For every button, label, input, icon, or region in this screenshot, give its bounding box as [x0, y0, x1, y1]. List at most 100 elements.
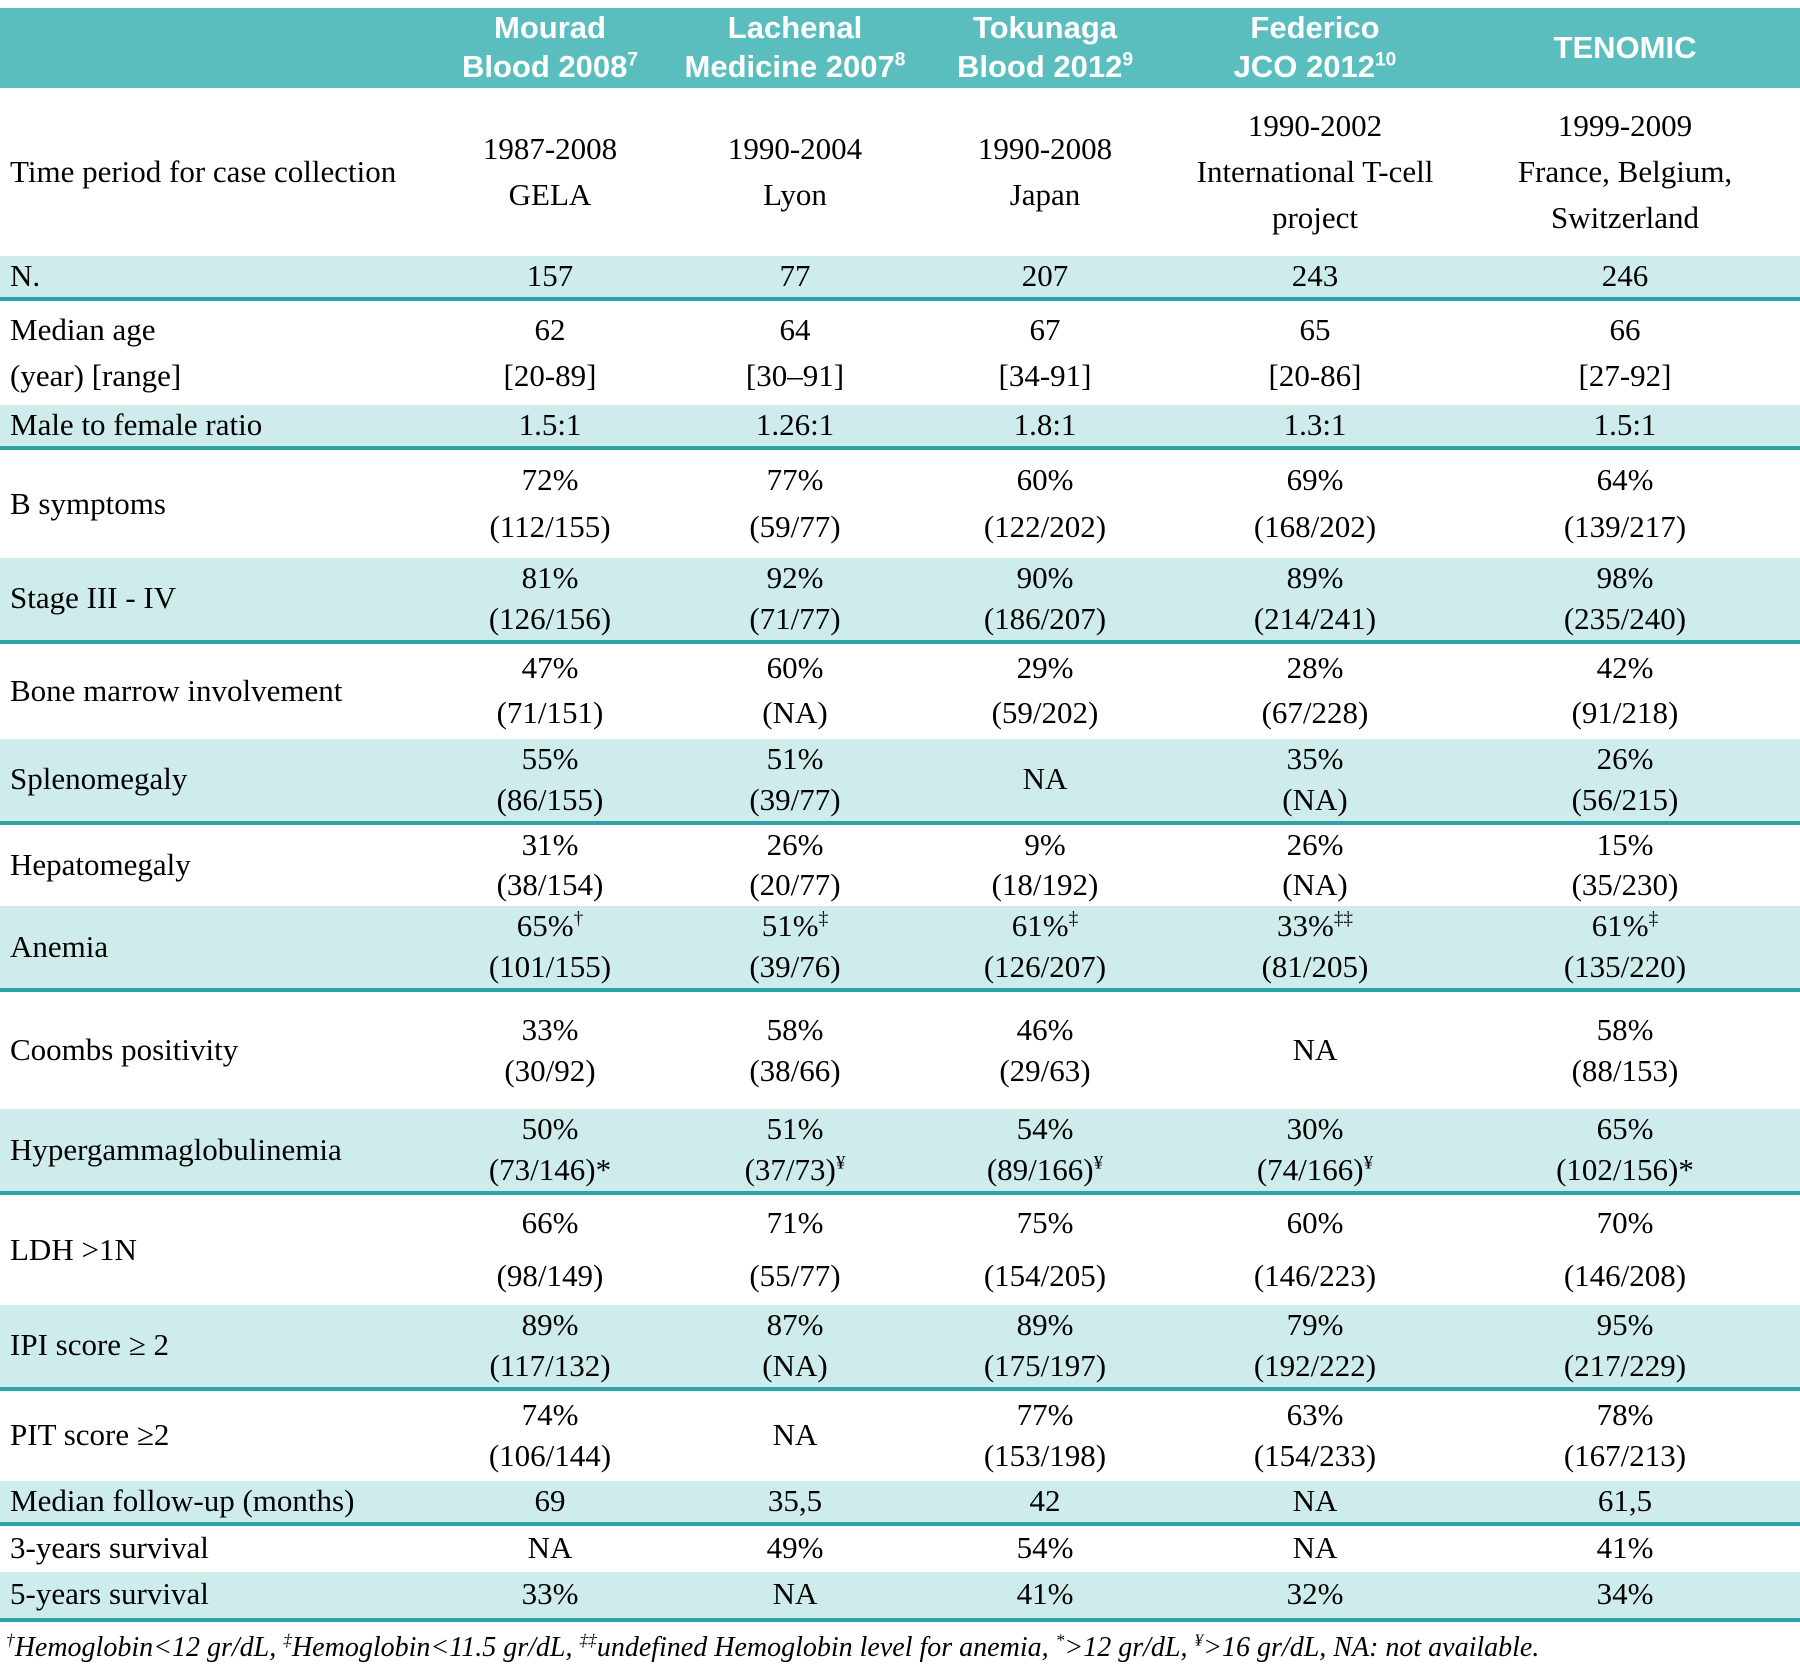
row-hypergamma: Hypergammaglobulinemia 50% (73/146)* 51% (37… — [0, 1109, 1800, 1195]
cell-b-symptoms-mourad: 72% (112/155) — [420, 448, 680, 558]
cell-line: 29% — [1016, 650, 1074, 686]
cell-line: 77 — [779, 258, 811, 294]
cell-hepatomegaly-lachenal: 26% (20/77) — [680, 823, 910, 907]
cell-line: 63% — [1286, 1396, 1344, 1432]
cell-ratio-lachenal: 1.26:1 — [680, 405, 910, 450]
cell-line: 1.3:1 — [1283, 407, 1347, 442]
cell-line: 26% — [1286, 826, 1344, 862]
cell-stage-lachenal: 92% (71/77) — [680, 557, 910, 644]
col-header-federico: Federico JCO 201210 — [1180, 8, 1450, 88]
row-label-line: Hypergammaglobulinemia — [10, 1131, 342, 1167]
footnote-symbol: ‡‡ — [579, 1630, 597, 1650]
cell-line: (167/213) — [1563, 1437, 1687, 1473]
cell-line: (NA) — [762, 695, 828, 731]
cell-line: project — [1271, 199, 1359, 235]
cell-line: 34% — [1596, 1576, 1654, 1612]
cell-ipi-federico: 79% (192/222) — [1180, 1304, 1450, 1391]
cell-line: NA — [1292, 1482, 1338, 1518]
cell-line: (175/197) — [983, 1347, 1107, 1383]
reference-superscript: 8 — [894, 49, 906, 71]
cell-line: (67/228) — [1261, 695, 1369, 731]
cell-line: 1990-2008 — [977, 131, 1113, 167]
cell-follow-up-lachenal: 35,5 — [680, 1480, 910, 1526]
cell-line: 67 — [1029, 311, 1061, 347]
cell-time-period-tokunaga: 1990-2008 Japan — [910, 88, 1180, 256]
cell-stage-federico: 89% (214/241) — [1180, 557, 1450, 644]
col-header-line: Tokunaga — [972, 10, 1118, 46]
row-coombs: Coombs positivity 33% (30/92) 58% (38/66) 46%… — [0, 990, 1800, 1109]
cell-line: 74% — [521, 1396, 579, 1432]
cell-line: (192/222) — [1253, 1347, 1377, 1383]
row-label-pit: PIT score ≥2 — [0, 1389, 420, 1481]
row-label-median-age: Median age (year) [range] — [0, 299, 420, 405]
footnote-symbol: ¥ — [1194, 1630, 1204, 1650]
cell-line: (71/77) — [749, 600, 841, 636]
col-header-line: Lachenal — [727, 10, 863, 46]
cell-line: 77% — [766, 462, 824, 498]
cell-median-age-lachenal: 64 [30–91] — [680, 299, 910, 405]
cell-line: (235/240) — [1563, 600, 1687, 636]
cell-line: (102/156)* — [1556, 1152, 1694, 1188]
cell-follow-up-federico: NA — [1180, 1480, 1450, 1526]
cell-line: 66% — [521, 1205, 579, 1241]
cell-line: (56/215) — [1571, 781, 1679, 817]
cell-line: 61%‡ — [1011, 908, 1079, 944]
cell-coombs-tokunaga: 46% (29/63) — [910, 990, 1180, 1109]
cell-line: 26% — [766, 826, 824, 862]
cell-splenomegaly-tenomic: 26% (56/215) — [1450, 738, 1800, 825]
cell-line: 49% — [766, 1530, 824, 1566]
cell-line: 1990-2002 — [1247, 108, 1383, 144]
row-label-ipi: IPI score ≥ 2 — [0, 1304, 420, 1391]
cell-line: 62 — [534, 311, 566, 347]
cell-anemia-tenomic: 61%‡ (135/220) — [1450, 906, 1800, 993]
cell-line: 64 — [779, 311, 811, 347]
cell-median-age-mourad: 62 [20-89] — [420, 299, 680, 405]
col-header-line: JCO 201210 — [1233, 49, 1397, 84]
cell-median-age-tenomic: 66 [27-92] — [1450, 299, 1800, 405]
cell-line: 78% — [1596, 1396, 1654, 1432]
cell-b-symptoms-federico: 69% (168/202) — [1180, 448, 1450, 558]
cell-line: 15% — [1596, 826, 1654, 862]
cell-splenomegaly-tokunaga: NA — [910, 738, 1180, 825]
cell-line: 47% — [521, 650, 579, 686]
cell-line: (101/155) — [488, 949, 612, 985]
cell-line: 32% — [1286, 1576, 1344, 1612]
row-label-line: Male to female ratio — [10, 407, 263, 442]
cell-b-symptoms-tenomic: 64% (139/217) — [1450, 448, 1800, 558]
cell-time-period-tenomic: 1999-2009 France, Belgium, Switzerland — [1450, 88, 1800, 256]
cell-line: Switzerland — [1550, 199, 1700, 235]
row-label-ratio: Male to female ratio — [0, 405, 420, 450]
cell-line: (55/77) — [749, 1257, 841, 1293]
cell-line: (86/155) — [496, 781, 604, 817]
row-label-line: Time period for case collection — [10, 154, 397, 190]
cell-survival-5y-federico: 32% — [1180, 1571, 1450, 1622]
cell-line: 1.26:1 — [755, 407, 835, 442]
col-header-line: Blood 20129 — [956, 49, 1134, 84]
row-label-line: Hepatomegaly — [10, 846, 191, 882]
cell-ldh-tenomic: 70% (146/208) — [1450, 1193, 1800, 1305]
cell-pit-tenomic: 78% (167/213) — [1450, 1389, 1800, 1481]
cell-survival-3y-tenomic: 41% — [1450, 1524, 1800, 1572]
cell-line: France, Belgium, — [1517, 154, 1733, 190]
row-label-hepatomegaly: Hepatomegaly — [0, 823, 420, 907]
col-header-mourad: Mourad Blood 20087 — [420, 8, 680, 88]
reference-superscript: 7 — [627, 49, 639, 71]
cell-line: (106/144) — [488, 1437, 612, 1473]
row-ratio: Male to female ratio 1.5:1 1.26:1 1.8:1 1.3:… — [0, 405, 1800, 450]
cell-stage-tenomic: 98% (235/240) — [1450, 557, 1800, 644]
cell-bone-marrow-mourad: 47% (71/151) — [420, 642, 680, 739]
cell-bone-marrow-lachenal: 60% (NA) — [680, 642, 910, 739]
cell-survival-3y-tokunaga: 54% — [910, 1524, 1180, 1572]
cell-splenomegaly-federico: 35% (NA) — [1180, 738, 1450, 825]
row-splenomegaly: Splenomegaly 55% (86/155) 51% (39/77) NA 35% (N… — [0, 738, 1800, 825]
cell-hypergamma-federico: 30% (74/166)¥ — [1180, 1109, 1450, 1195]
superscript-marker: ¥ — [835, 1152, 846, 1174]
cell-line: (168/202) — [1253, 508, 1377, 544]
cell-hepatomegaly-tenomic: 15% (35/230) — [1450, 823, 1800, 907]
row-label-line: 3-years survival — [10, 1530, 209, 1566]
row-ldh: LDH >1N 66% (98/149) 71% (55/77) 75% (154/205)… — [0, 1193, 1800, 1305]
cell-line: 81% — [521, 559, 579, 595]
cell-line: (146/208) — [1563, 1257, 1687, 1293]
cell-line: NA — [772, 1576, 818, 1612]
cell-ipi-mourad: 89% (117/132) — [420, 1304, 680, 1391]
